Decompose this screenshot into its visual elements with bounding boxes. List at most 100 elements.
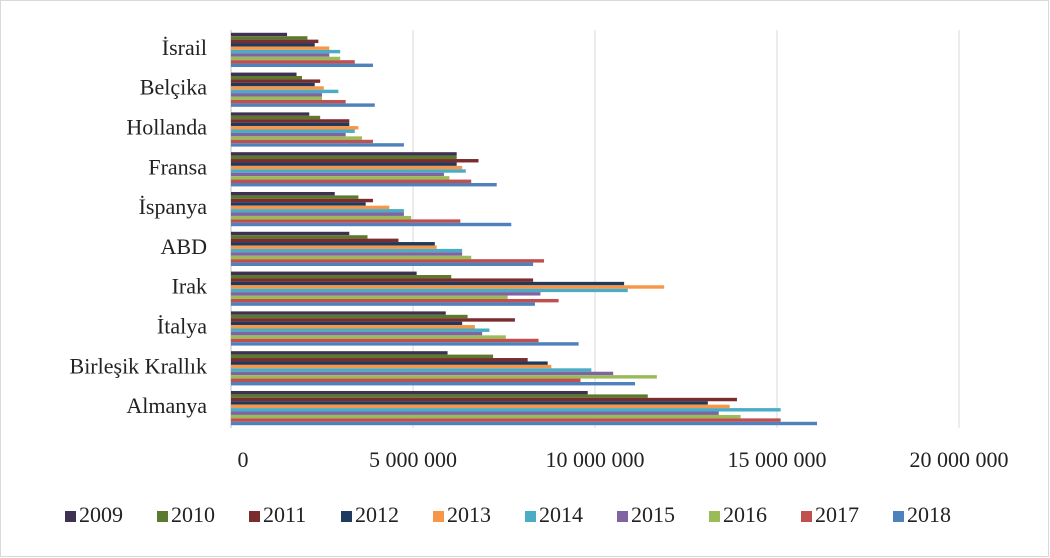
bar bbox=[231, 209, 404, 213]
bar bbox=[231, 122, 350, 127]
bar bbox=[231, 222, 512, 227]
bar bbox=[231, 295, 508, 299]
bar bbox=[231, 275, 452, 279]
bar bbox=[231, 298, 559, 303]
bar bbox=[231, 255, 472, 260]
bar bbox=[231, 36, 308, 40]
bar bbox=[231, 103, 375, 107]
y-tick-label: Irak bbox=[172, 274, 207, 299]
bar bbox=[231, 238, 399, 243]
bar bbox=[231, 271, 417, 276]
bar bbox=[231, 219, 461, 223]
bar bbox=[231, 252, 463, 256]
bar bbox=[231, 202, 366, 206]
x-tick-label: 20 000 000 bbox=[910, 447, 1009, 472]
bar bbox=[231, 375, 657, 379]
y-tick-label: Birleşik Krallık bbox=[70, 353, 207, 378]
bar bbox=[231, 394, 648, 398]
y-tick-label: İsrail bbox=[162, 35, 207, 60]
bar bbox=[231, 39, 319, 44]
bar bbox=[231, 371, 614, 376]
legend-label: 2010 bbox=[171, 502, 215, 527]
bar bbox=[231, 126, 359, 130]
bar bbox=[231, 231, 350, 236]
x-tick-label: 15 000 000 bbox=[728, 447, 827, 472]
bar bbox=[231, 76, 302, 80]
bar bbox=[231, 311, 446, 315]
legend-swatch bbox=[709, 511, 720, 522]
legend-swatch bbox=[893, 511, 904, 522]
bar bbox=[231, 328, 490, 332]
bar bbox=[231, 172, 444, 177]
y-tick-label: ABD bbox=[161, 234, 207, 259]
bar bbox=[231, 378, 581, 382]
bar bbox=[231, 262, 534, 267]
bar bbox=[231, 411, 719, 415]
bar bbox=[231, 325, 475, 329]
bar bbox=[231, 86, 324, 90]
bar bbox=[231, 99, 346, 104]
legend-label: 2013 bbox=[447, 502, 491, 527]
bar bbox=[231, 401, 708, 405]
bar bbox=[231, 351, 448, 355]
bar bbox=[231, 56, 341, 61]
bar bbox=[231, 285, 665, 289]
legend-label: 2014 bbox=[539, 502, 583, 527]
legend-label: 2009 bbox=[79, 502, 123, 527]
bar bbox=[231, 115, 321, 120]
bar bbox=[231, 331, 483, 336]
bar bbox=[231, 182, 497, 187]
bar bbox=[231, 364, 552, 369]
legend-label: 2018 bbox=[907, 502, 951, 527]
legend-swatch bbox=[801, 511, 812, 522]
bar bbox=[231, 93, 322, 97]
bar bbox=[231, 129, 355, 133]
bar bbox=[231, 152, 457, 156]
bar bbox=[231, 281, 625, 286]
y-tick-label: Almanya bbox=[126, 393, 207, 418]
y-tick-label: Belçika bbox=[140, 75, 207, 100]
legend-swatch bbox=[617, 511, 628, 522]
bar bbox=[231, 32, 288, 37]
legend-swatch bbox=[249, 511, 260, 522]
legend-label: 2011 bbox=[263, 502, 306, 527]
bar bbox=[231, 361, 548, 365]
bar bbox=[231, 314, 468, 319]
bar bbox=[231, 89, 339, 94]
y-tick-label: Fransa bbox=[148, 154, 207, 179]
bar bbox=[231, 132, 346, 137]
bar bbox=[231, 259, 545, 263]
x-tick-label: 10 000 000 bbox=[546, 447, 645, 472]
legend-swatch bbox=[157, 511, 168, 522]
bar bbox=[231, 292, 541, 296]
bar bbox=[231, 112, 310, 116]
bar bbox=[231, 82, 315, 87]
y-tick-label: Hollanda bbox=[126, 115, 207, 140]
bar bbox=[231, 119, 350, 123]
legend-label: 2016 bbox=[723, 502, 767, 527]
bar bbox=[231, 248, 463, 253]
bar bbox=[231, 381, 636, 386]
bar bbox=[231, 354, 494, 359]
bar bbox=[231, 198, 373, 203]
y-tick-label: İtalya bbox=[157, 314, 207, 339]
bar bbox=[231, 212, 404, 216]
bar bbox=[231, 215, 412, 220]
legend-label: 2015 bbox=[631, 502, 675, 527]
x-tick-label: 5 000 000 bbox=[369, 447, 457, 472]
bar bbox=[231, 191, 335, 196]
bar bbox=[231, 72, 297, 77]
bar bbox=[231, 176, 450, 180]
bar bbox=[231, 159, 479, 163]
x-tick-label: 0 bbox=[238, 447, 249, 472]
bar bbox=[231, 169, 466, 173]
bar bbox=[231, 235, 368, 239]
bar bbox=[231, 414, 741, 419]
bar bbox=[231, 60, 355, 64]
bar bbox=[231, 63, 373, 68]
bar bbox=[231, 242, 435, 246]
legend-swatch bbox=[433, 511, 444, 522]
bar bbox=[231, 408, 781, 412]
bar bbox=[231, 53, 330, 57]
